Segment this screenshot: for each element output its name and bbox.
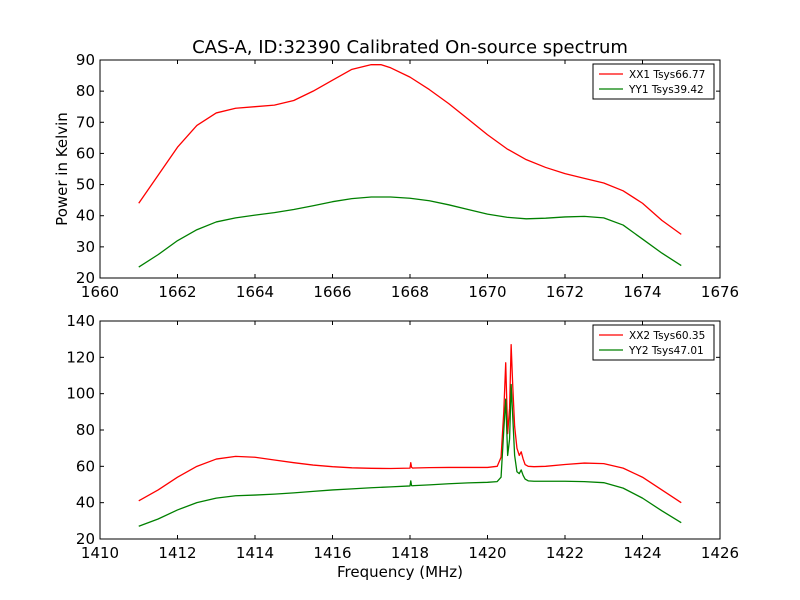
series-group (138, 64, 682, 268)
legend: XX1 Tsys66.77 YY1 Tsys39.42 (592, 63, 715, 100)
x-tick-label: 1662 (158, 283, 196, 301)
top-panel: 1660 1662 1664 1666 1668 1670 1672 1674 1676 20 30… (53, 51, 739, 301)
x-tick-label: 1666 (313, 283, 351, 301)
x-tick-label: 1672 (546, 283, 584, 301)
y-tick-label: 80 (76, 82, 95, 100)
x-tick-label: 1670 (468, 283, 506, 301)
y-tick-label: 30 (76, 238, 95, 256)
legend-box (592, 324, 715, 361)
x-tick-label: 1420 (468, 544, 506, 562)
x-tick-label: 1660 (81, 283, 119, 301)
y-tick-label: 100 (66, 385, 95, 403)
series-line-yy (138, 383, 682, 527)
y-tick-label: 120 (66, 348, 95, 366)
x-tick-label: 1422 (546, 544, 584, 562)
x-tick-label: 1676 (701, 283, 739, 301)
legend-label: YY1 Tsys39.42 (628, 84, 704, 96)
y-tick-label: 60 (76, 144, 95, 162)
x-tick-label: 1668 (391, 283, 429, 301)
x-tick-label: 1426 (701, 544, 739, 562)
y-tick-label: 20 (76, 530, 95, 548)
x-tick-label: 1416 (313, 544, 351, 562)
y-tick-label: 40 (76, 207, 95, 225)
x-axis-label: Frequency (MHz) (337, 563, 463, 581)
y-tick-label: 60 (76, 457, 95, 475)
y-tick-label: 140 (66, 312, 95, 330)
figure-title: CAS-A, ID:32390 Calibrated On-source spe… (192, 37, 628, 58)
y-tick-label: 70 (76, 113, 95, 131)
x-tick-label: 1418 (391, 544, 429, 562)
legend-label: XX2 Tsys60.35 (629, 330, 705, 342)
series-line-xx (138, 64, 682, 235)
bottom-panel: 1410 1412 1414 1416 1418 1420 1422 1424 1426 20 40… (66, 312, 739, 581)
series-line-xx (138, 343, 682, 504)
y-tick-label: 20 (76, 269, 95, 287)
series-group (138, 343, 682, 527)
x-tick-label: 1424 (623, 544, 661, 562)
x-tick-label: 1674 (623, 283, 661, 301)
y-tick-label: 50 (76, 176, 95, 194)
x-tick-label: 1664 (236, 283, 274, 301)
legend-label: YY2 Tsys47.01 (628, 345, 704, 357)
y-axis-label: Power in Kelvin (53, 112, 71, 226)
series-line-yy (138, 196, 682, 268)
legend: XX2 Tsys60.35 YY2 Tsys47.01 (592, 324, 715, 361)
x-tick-label: 1410 (81, 544, 119, 562)
legend-box (592, 63, 715, 100)
legend-label: XX1 Tsys66.77 (629, 69, 705, 81)
y-tick-label: 40 (76, 494, 95, 512)
x-tick-label: 1414 (236, 544, 274, 562)
y-tick-label: 80 (76, 421, 95, 439)
x-tick-label: 1412 (158, 544, 196, 562)
y-tick-label: 90 (76, 51, 95, 69)
